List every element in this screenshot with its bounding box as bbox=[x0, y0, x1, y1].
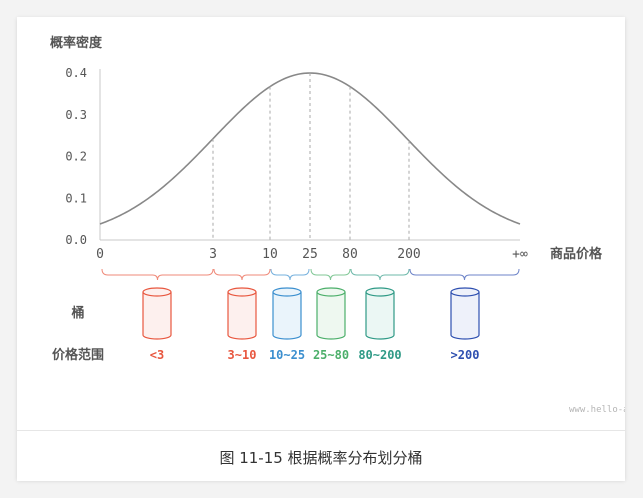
bucket-brace bbox=[270, 268, 310, 281]
bucket-cylinder bbox=[316, 292, 346, 340]
bucket-range-label: 10~25 bbox=[269, 348, 305, 362]
x-tick-label: 25 bbox=[302, 247, 318, 262]
bucket-brace bbox=[101, 268, 214, 281]
bucket-cylinder-top bbox=[365, 287, 395, 297]
bucket-brace bbox=[350, 268, 410, 281]
bucket-cylinder-top bbox=[450, 287, 480, 297]
figure-area: 概率密度 0.0 0.1 0.2 0.3 0.4 0 3 10 25 80 200 +∞ 商品价格桶价格范… bbox=[17, 17, 625, 430]
bucket-range-label: 25~80 bbox=[313, 348, 349, 362]
watermark: www.hello-a bbox=[569, 405, 625, 415]
bucket-brace bbox=[310, 268, 351, 281]
x-tick-label: +∞ bbox=[512, 247, 528, 262]
y-tick-label: 0.1 bbox=[65, 191, 87, 205]
y-tick-label: 0.4 bbox=[65, 66, 87, 80]
bucket-cylinder-top bbox=[316, 287, 346, 297]
probability-chart: 概率密度 0.0 0.1 0.2 0.3 0.4 0 3 10 25 80 200 +∞ 商品价格桶价格范… bbox=[50, 35, 625, 415]
y-tick-label: 0.3 bbox=[65, 108, 87, 122]
bucket-cylinder bbox=[450, 292, 480, 340]
x-tick-label: 3 bbox=[209, 247, 217, 262]
y-axis-label: 概率密度 bbox=[50, 35, 103, 51]
bucket-cylinder bbox=[272, 292, 302, 340]
x-tick-label: 0 bbox=[96, 247, 104, 262]
bucket-cylinder bbox=[227, 292, 257, 340]
y-tick-label: 0.2 bbox=[65, 150, 87, 164]
bucket-range-label: 3~10 bbox=[228, 348, 257, 362]
bucket-cylinder bbox=[365, 292, 395, 340]
x-tick-label: 200 bbox=[397, 247, 420, 262]
x-tick-label: 80 bbox=[342, 247, 358, 262]
bucket-range-label: >200 bbox=[451, 348, 480, 362]
bucket-brace bbox=[213, 268, 271, 281]
bucket-range-label: <3 bbox=[150, 348, 164, 362]
figure-card: 概率密度 0.0 0.1 0.2 0.3 0.4 0 3 10 25 80 200 +∞ 商品价格桶价格范… bbox=[17, 17, 625, 481]
bucket-cylinder-top bbox=[227, 287, 257, 297]
x-axis-label: 商品价格 bbox=[550, 246, 603, 262]
bucket-cylinder bbox=[142, 292, 172, 340]
x-tick-label: 10 bbox=[262, 247, 278, 262]
bucket-range-label: 80~200 bbox=[358, 348, 401, 362]
figure-caption: 图 11-15 根据概率分布划分桶 bbox=[219, 449, 423, 467]
bucket-brace bbox=[409, 268, 520, 281]
y-tick-label: 0.0 bbox=[65, 233, 87, 247]
bucket-cylinder-top bbox=[272, 287, 302, 297]
bucket-row-label: 桶 bbox=[70, 305, 84, 321]
caption-bar: 图 11-15 根据概率分布划分桶 bbox=[17, 430, 625, 481]
bucket-cylinder-top bbox=[142, 287, 172, 297]
range-row-label: 价格范围 bbox=[52, 347, 104, 363]
